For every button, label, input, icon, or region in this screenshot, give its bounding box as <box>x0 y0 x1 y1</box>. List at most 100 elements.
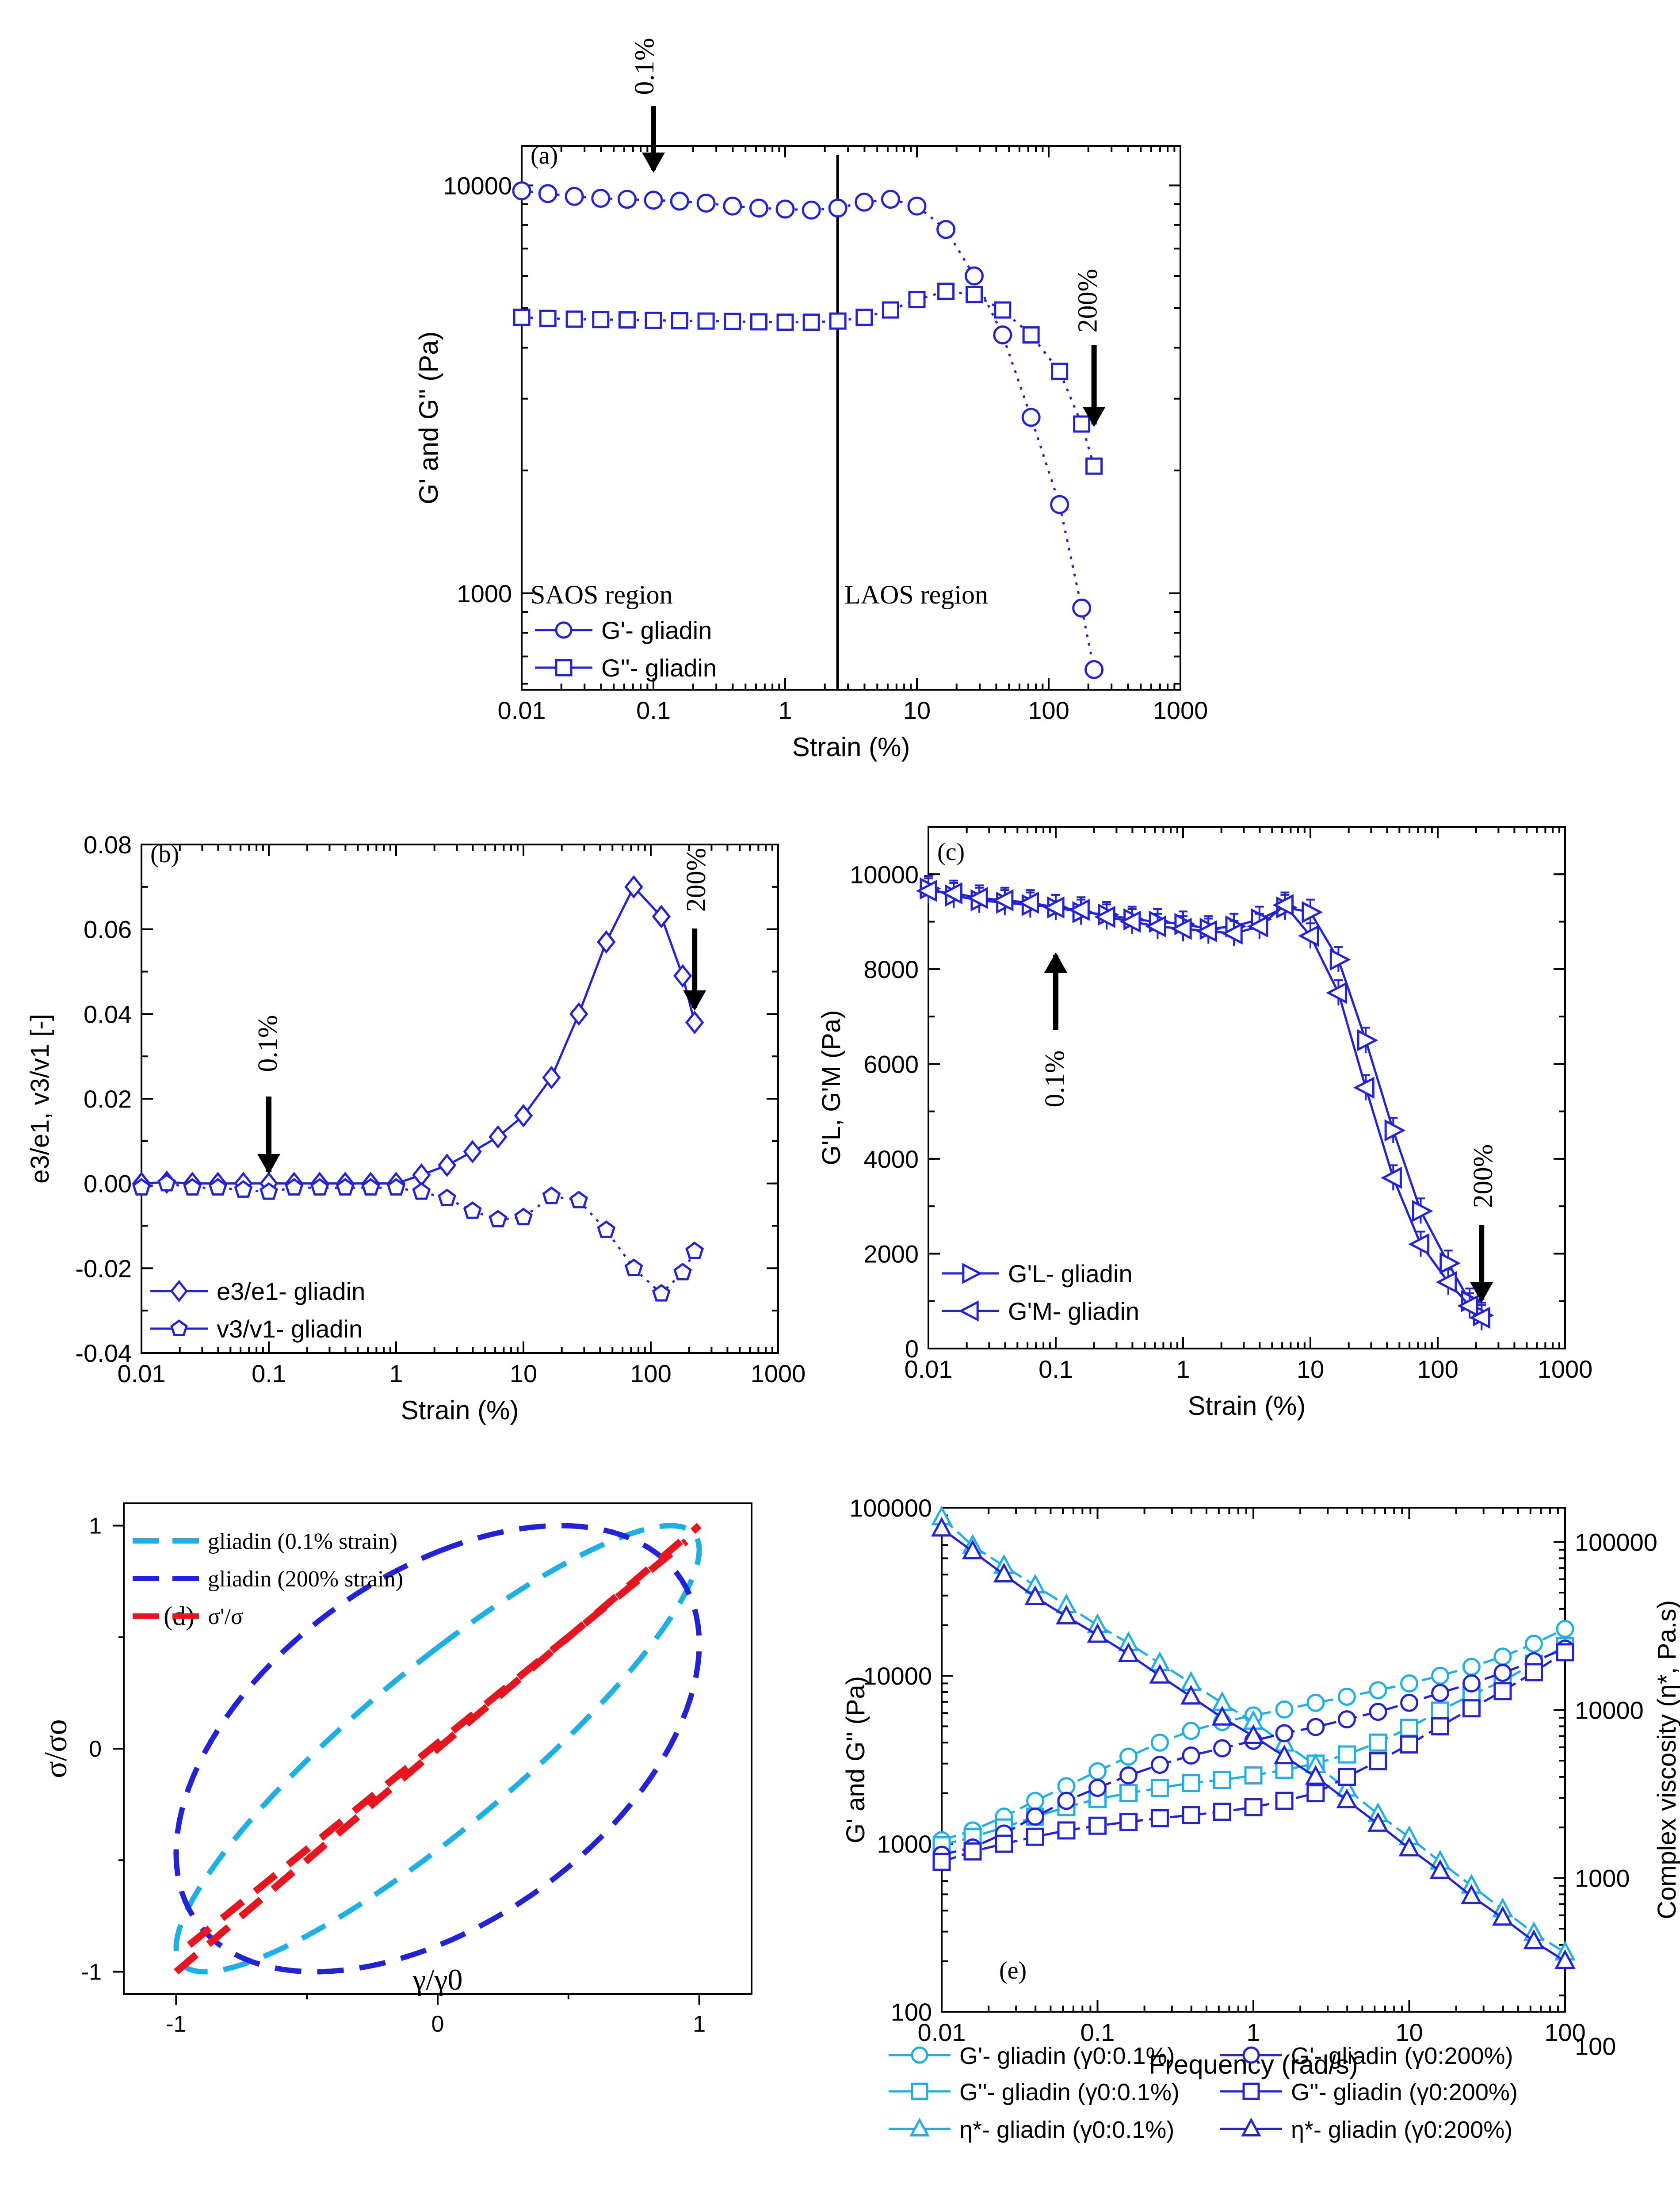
marker-square <box>750 313 767 331</box>
marker-pentagon <box>569 1191 588 1208</box>
marker-circle <box>1337 1687 1356 1706</box>
marker-pentagon <box>438 1188 457 1206</box>
y-tick-label: 1 <box>89 1513 102 1539</box>
marker-circle <box>1084 660 1104 679</box>
x-tick-label: 1 <box>1176 1355 1190 1383</box>
marker-square <box>1150 1779 1169 1797</box>
marker-triangle-left <box>1408 1233 1430 1256</box>
marker-circle <box>1493 1647 1512 1666</box>
marker-circle <box>775 199 795 219</box>
marker-square <box>1369 1752 1387 1770</box>
y-tick-label: 100 <box>891 1998 932 2026</box>
marker-circle <box>1057 1792 1076 1810</box>
marker-pentagon <box>673 1262 692 1280</box>
y-tick-label: 10000 <box>443 172 512 199</box>
marker-triangle <box>1211 1706 1233 1726</box>
x-tick-label: 0.1 <box>1039 1355 1073 1383</box>
series-line <box>141 885 696 1185</box>
marker-triangle-left <box>1094 906 1115 928</box>
x-tick-label: 0.01 <box>498 696 546 724</box>
marker-square <box>592 311 610 329</box>
marker-triangle <box>1523 1929 1545 1949</box>
marker-square <box>1462 1699 1481 1718</box>
marker-square <box>1337 1745 1356 1764</box>
marker-triangle <box>1305 1765 1326 1785</box>
marker-circle <box>1462 1674 1481 1693</box>
marker-circle <box>1431 1666 1450 1685</box>
marker-pentagon <box>310 1178 329 1196</box>
marker-circle <box>1057 1777 1076 1796</box>
marker-square <box>1182 1806 1200 1824</box>
marker-circle <box>1182 1722 1200 1740</box>
marker-pentagon <box>652 1284 671 1302</box>
marker-square <box>1022 326 1040 344</box>
region-label-saos: SAOS region <box>531 580 673 609</box>
legend-label: G''- gliadin (γ0:200%) <box>1291 2079 1518 2105</box>
y-axis-title: G'L, G'M (Pa) <box>817 1010 846 1165</box>
marker-square <box>882 301 899 319</box>
marker-triangle-left <box>966 887 988 909</box>
marker-circle <box>828 199 848 218</box>
marker-triangle-right <box>1357 1029 1378 1051</box>
legend-label: G''- gliadin (γ0:0.1%) <box>959 2079 1180 2105</box>
marker-triangle-left <box>916 879 937 902</box>
x-tick-label: 10 <box>903 696 931 724</box>
legend-label: η*- gliadin (γ0:0.1%) <box>959 2117 1174 2143</box>
marker-diamond <box>624 875 643 899</box>
marker-square <box>1525 1663 1543 1681</box>
marker-triangle <box>1118 1642 1139 1662</box>
marker-diamond <box>170 1280 188 1303</box>
marker-triangle-left <box>1272 894 1294 917</box>
marker-triangle-left <box>1469 1307 1490 1329</box>
marker-square <box>1182 1774 1200 1792</box>
y-tick-label: 1000 <box>457 580 512 608</box>
marker-circle <box>644 191 663 210</box>
marker-circle <box>538 184 557 203</box>
marker-diamond <box>685 1010 704 1035</box>
marker-pentagon <box>361 1178 380 1196</box>
marker-circle <box>1525 1635 1543 1653</box>
panel-e: 0.01 0.1 1 10 100100100010000100000100100010… <box>841 1494 1680 2143</box>
marker-triangle <box>1492 1906 1513 1926</box>
marker-square <box>963 1842 982 1861</box>
marker-circle <box>1306 1718 1325 1736</box>
x-tick-label: 0.1 <box>1081 2018 1115 2046</box>
y-tick-label: 4000 <box>863 1145 919 1173</box>
legend-label: G'- gliadin (γ0:200%) <box>1291 2043 1513 2069</box>
marker-circle <box>565 187 584 206</box>
x-tick-label: 1000 <box>1153 696 1208 724</box>
y-tick-label: -0.04 <box>75 1339 132 1367</box>
annotation-arrow-head <box>642 153 665 173</box>
legend-label: G''- gliadin <box>601 654 717 682</box>
marker-square <box>645 311 662 329</box>
marker-square <box>1242 2083 1260 2100</box>
marker-square <box>908 291 926 309</box>
marker-square <box>995 1834 1013 1853</box>
x-tick-label: 100 <box>630 1360 671 1387</box>
marker-square <box>966 286 983 303</box>
marker-pentagon <box>170 1319 188 1336</box>
marker-square <box>1026 1827 1044 1846</box>
marker-pentagon <box>260 1182 278 1200</box>
marker-circle <box>1275 1700 1294 1719</box>
marker-circle <box>1400 1674 1418 1693</box>
marker-triangle <box>1398 1836 1420 1857</box>
marker-triangle-left <box>1247 915 1268 938</box>
marker-square <box>802 313 820 331</box>
marker-circle <box>555 621 573 639</box>
y-tick-label: 8000 <box>863 955 919 983</box>
legend-label: G'- gliadin <box>601 616 712 644</box>
annotation-arrow-head <box>1470 1282 1493 1303</box>
marker-triangle-right <box>1329 948 1351 971</box>
legend-label: G'M- gliadin <box>1008 1297 1139 1325</box>
marker-pentagon <box>183 1178 202 1196</box>
marker-circle <box>591 188 611 208</box>
marker-square <box>1431 1717 1450 1735</box>
marker-square <box>555 659 573 676</box>
marker-triangle <box>1087 1623 1108 1643</box>
x-tick-label: 1 <box>693 2011 706 2037</box>
marker-circle <box>1119 1766 1138 1785</box>
marker-triangle <box>1367 1812 1389 1832</box>
series-line <box>941 1628 1566 1842</box>
